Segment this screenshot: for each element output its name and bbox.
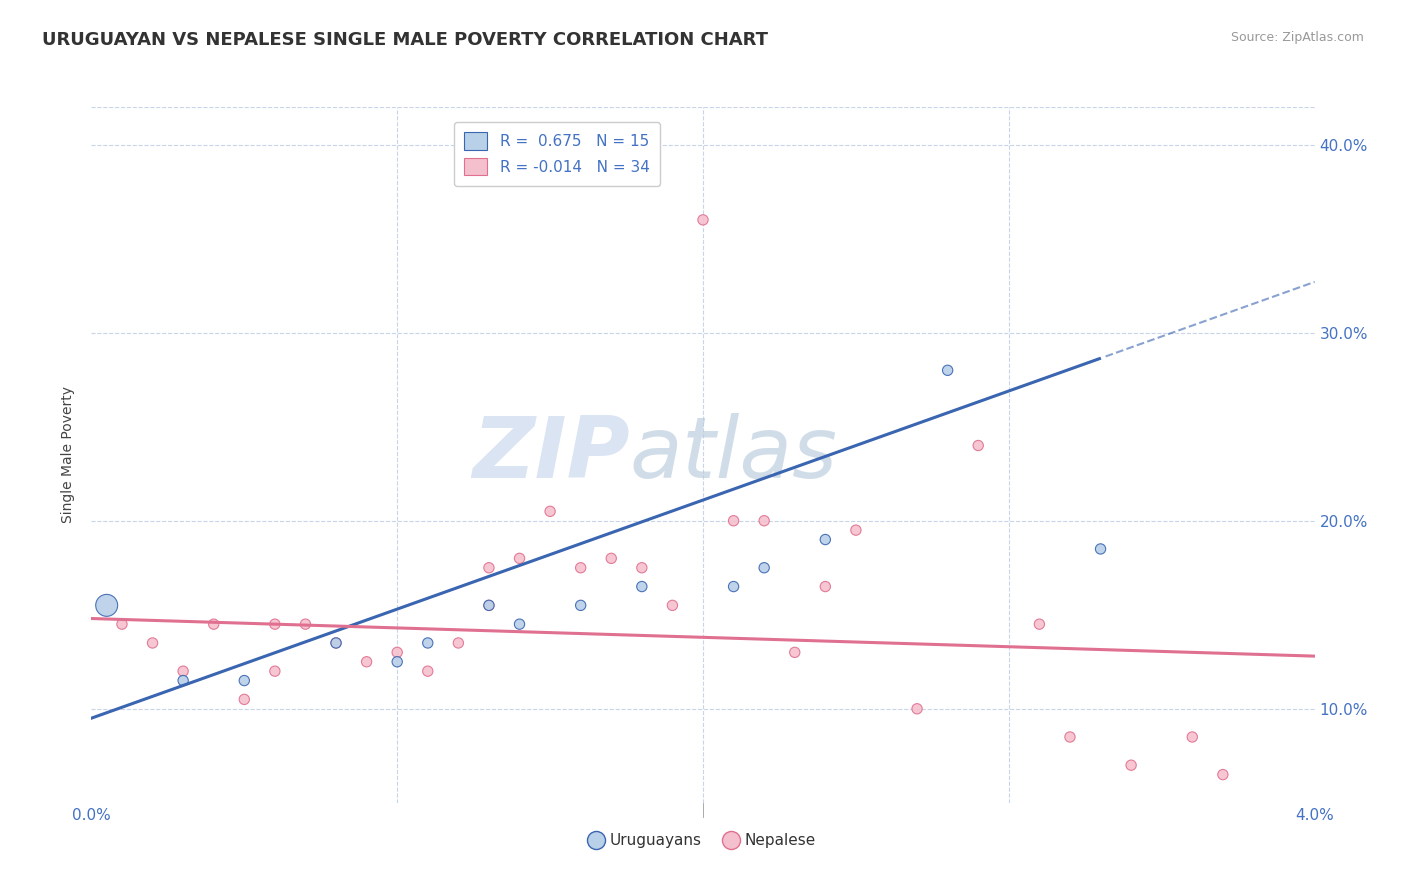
Point	[172, 664, 194, 678]
Point	[1181, 730, 1204, 744]
Point	[264, 664, 287, 678]
Point	[264, 617, 287, 632]
Y-axis label: Single Male Poverty: Single Male Poverty	[60, 386, 75, 524]
Point	[600, 551, 623, 566]
Point	[325, 636, 347, 650]
Point	[630, 580, 652, 594]
Point	[356, 655, 378, 669]
Point	[936, 363, 959, 377]
Point	[538, 504, 561, 518]
Point	[1121, 758, 1143, 772]
Point	[845, 523, 868, 537]
Point	[233, 673, 256, 688]
Point	[172, 673, 194, 688]
Point	[1059, 730, 1081, 744]
Point	[416, 664, 439, 678]
Point	[754, 560, 776, 574]
Point	[202, 617, 225, 632]
Point	[294, 617, 316, 632]
Point	[723, 514, 745, 528]
Point	[661, 599, 683, 613]
Text: atlas: atlas	[630, 413, 838, 497]
Point	[233, 692, 256, 706]
Point	[1028, 617, 1050, 632]
Point	[416, 636, 439, 650]
Point	[723, 580, 745, 594]
Point	[630, 560, 652, 574]
Point	[509, 617, 531, 632]
Point	[325, 636, 347, 650]
Point	[509, 551, 531, 566]
Point	[569, 599, 592, 613]
Point	[96, 599, 118, 613]
Point	[1212, 767, 1234, 781]
Point	[141, 636, 163, 650]
Point	[1090, 541, 1112, 556]
Point	[447, 636, 470, 650]
Point	[783, 645, 806, 659]
Point	[692, 212, 714, 227]
Text: Source: ZipAtlas.com: Source: ZipAtlas.com	[1230, 31, 1364, 45]
Point	[385, 655, 409, 669]
Point	[111, 617, 134, 632]
Point	[814, 533, 837, 547]
Point	[814, 580, 837, 594]
Point	[754, 514, 776, 528]
Point	[385, 645, 409, 659]
Legend: Uruguayans, Nepalese: Uruguayans, Nepalese	[583, 827, 823, 855]
Point	[905, 702, 928, 716]
Point	[569, 560, 592, 574]
Text: ZIP: ZIP	[472, 413, 630, 497]
Point	[478, 560, 501, 574]
Point	[478, 599, 501, 613]
Text: URUGUAYAN VS NEPALESE SINGLE MALE POVERTY CORRELATION CHART: URUGUAYAN VS NEPALESE SINGLE MALE POVERT…	[42, 31, 768, 49]
Point	[478, 599, 501, 613]
Point	[967, 438, 990, 452]
